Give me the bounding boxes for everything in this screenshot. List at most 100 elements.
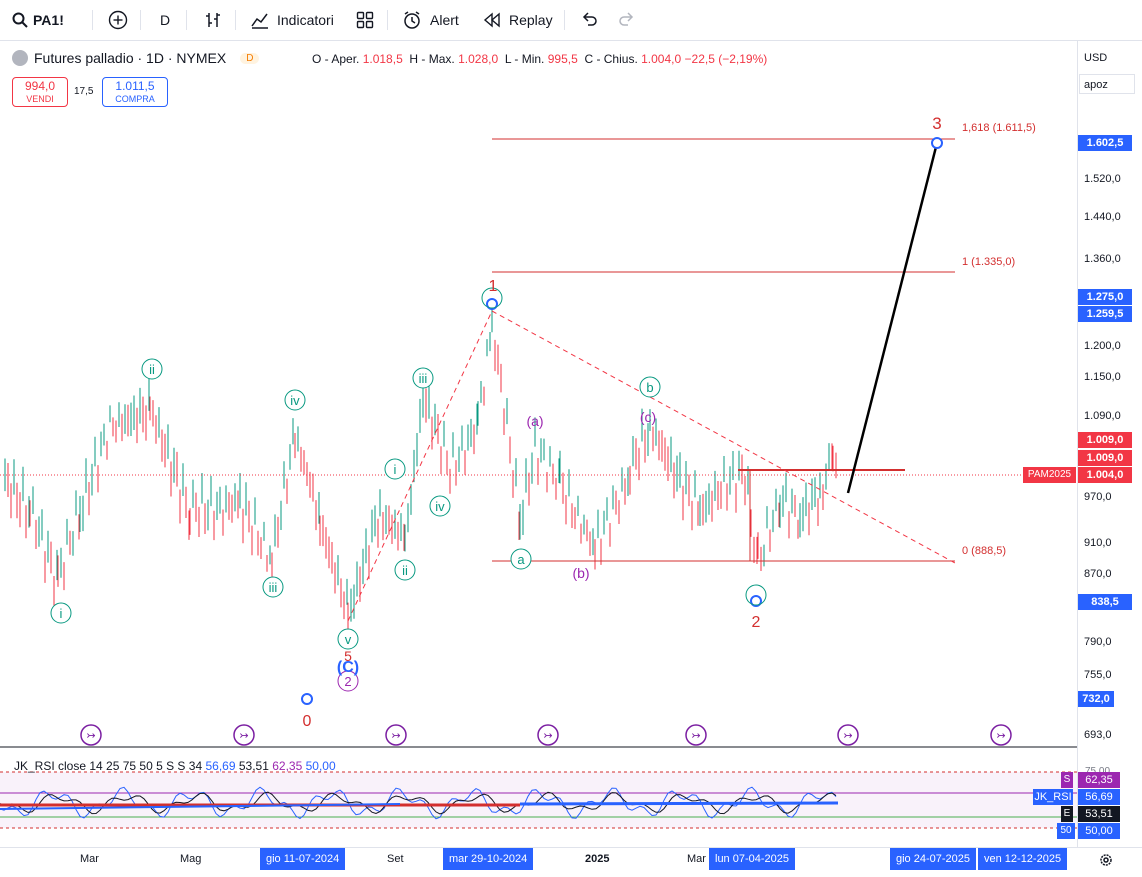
rsi-v3: 62,35 [272,759,303,773]
wave-label-3: 3 [932,114,941,133]
wave-label-b: b [646,380,653,395]
rsi-legend: JK_RSI close 14 25 75 50 5 S S 34 56,69 … [14,759,336,773]
price-axis-tick: 693,0 [1084,729,1112,741]
wave-label-v: v [345,632,352,647]
grid-layout-icon [356,11,374,29]
rsi-v2: 53,51 [238,759,269,773]
wave0-point [301,693,313,705]
projection-point [931,137,943,149]
symbol-logo-icon [12,50,28,66]
legend-title: Futures palladio · 1D · NYMEX [34,50,227,66]
divider [235,10,236,30]
low-label: L - Min. [504,52,545,66]
currency-selector[interactable]: USD [1084,52,1108,64]
symbol-label: PA1! [33,12,64,28]
change-value: −22,5 (−2,19%) [684,52,768,66]
svg-text:↣: ↣ [391,730,400,742]
rsi-title: JK_RSI close 14 25 75 50 5 S S 34 [14,759,203,773]
price-tag-1009a: 1.009,0 [1078,432,1132,448]
time-label-mar: Mar [80,853,99,865]
wave-label-ii-2: ii [402,563,408,578]
badge-daily: D [240,52,260,64]
price-tag-close: 1.004,0 [1078,467,1132,483]
replay-button[interactable]: Replay [483,0,553,40]
wave-label-pc: (c) [640,409,656,425]
rsi-tag-62: 62,35 [1078,772,1120,788]
price-tag-1275: 1.275,0 [1078,289,1132,305]
divider [564,10,565,30]
time-label-mag: Mag [180,853,202,865]
alert-label: Alert [430,12,459,28]
bar-chart-type-icon [206,13,220,27]
settings-button[interactable] [1098,852,1114,873]
price-tag-1009b: 1.009,0 [1078,450,1132,466]
close-label: C - Chius. [584,52,638,66]
divider [186,10,187,30]
price-axis-tick: 1.090,0 [1084,410,1121,422]
price-axis-tick: 1.520,0 [1084,173,1121,185]
pam-tag: PAM2025 [1023,467,1076,483]
price-axis-tick: 755,0 [1084,669,1112,681]
rsi-pane [0,771,1077,829]
wave-label-iv: iv [290,393,300,408]
price-axis-tick: 790,0 [1084,636,1112,648]
indicators-label: Indicatori [277,12,334,28]
rsi-v1: 56,69 [205,759,236,773]
alert-button[interactable]: Alert [402,0,459,40]
divider [387,10,388,30]
search-icon [12,12,28,28]
high-label: H - Max. [409,52,455,66]
wave-label-iii-2: iii [419,371,428,386]
rsi-v4: 50,00 [305,759,336,773]
wave-label-2: 2 [752,614,761,631]
wave1-point [486,298,498,310]
redo-button[interactable] [618,0,636,40]
rsi-axis-top: 75,00 [1085,766,1110,777]
wave-label-2-purple: 2 [344,674,351,689]
chart-type-button[interactable] [203,0,223,40]
chart-legend: Futures palladio · 1D · NYMEX D [12,50,260,66]
price-bars [4,300,837,635]
price-tag-838: 838,5 [1078,594,1132,610]
divider [140,10,141,30]
price-axis-tick: 1.200,0 [1084,340,1121,352]
svg-text:↣: ↣ [996,730,1005,742]
price-axis-tick: 970,0 [1084,491,1112,503]
sell-button[interactable]: 994,0 VENDI [12,77,68,107]
symbol-search[interactable]: PA1! [12,0,64,40]
indicators-button[interactable]: Indicatori [250,0,334,40]
wave-label-pa: (a) [526,413,543,429]
wave-label-iv-2: iv [435,499,445,514]
unit-selector[interactable]: apoz [1079,74,1135,94]
time-tag-5: ven 12-12-2025 [978,848,1068,870]
top-toolbar [0,0,1142,41]
rsi-tag-56: 56,69 [1078,789,1120,805]
compare-button[interactable] [108,0,128,40]
plus-circle-icon [108,10,128,30]
fib-1-label: 1 (1.335,0) [962,256,1015,268]
high-value: 1.028,0 [458,52,499,66]
time-tag-4: gio 24-07-2025 [890,848,977,870]
svg-text:↣: ↣ [691,730,700,742]
indicators-icon [251,13,268,29]
event-markers[interactable]: ↣ ↣ ↣ ↣ ↣ ↣ ↣ [80,724,1012,746]
undo-button[interactable] [580,0,598,40]
wave-label-C: (C) [337,659,359,676]
undo-icon [582,12,597,26]
interval-label: D [160,12,171,28]
open-label: O - Aper. [312,52,360,66]
price-chart[interactable]: i ii iii iv v i ii iii iv a b 2 (a) (b) … [0,41,1077,847]
divider [92,10,93,30]
sell-label: VENDI [26,94,54,104]
buy-button[interactable]: 1.011,5 COMPRA [102,77,168,107]
rsi-tag-name: JK_RSI [1033,789,1073,805]
svg-text:↣: ↣ [239,730,248,742]
wave-label-5: 5 [344,648,352,664]
wave-labels: i ii iii iv v i ii iii iv a b 2 (a) (b) … [50,114,942,730]
redo-icon [619,12,634,26]
interval-button[interactable]: D [160,0,170,40]
price-tag-1259: 1.259,5 [1078,306,1132,322]
price-axis-tick: 910,0 [1084,537,1112,549]
wave-label-a: a [517,552,525,567]
layouts-button[interactable] [356,0,374,40]
